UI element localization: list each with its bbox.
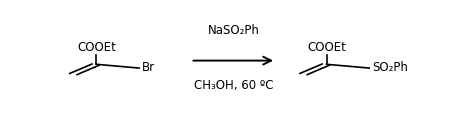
Text: SO₂Ph: SO₂Ph [372,61,408,74]
Text: NaSO₂Ph: NaSO₂Ph [207,24,259,37]
Text: COOEt: COOEt [307,41,346,54]
Text: CH₃OH, 60 ºC: CH₃OH, 60 ºC [194,79,273,92]
Text: COOEt: COOEt [77,41,116,54]
Text: Br: Br [142,61,155,74]
